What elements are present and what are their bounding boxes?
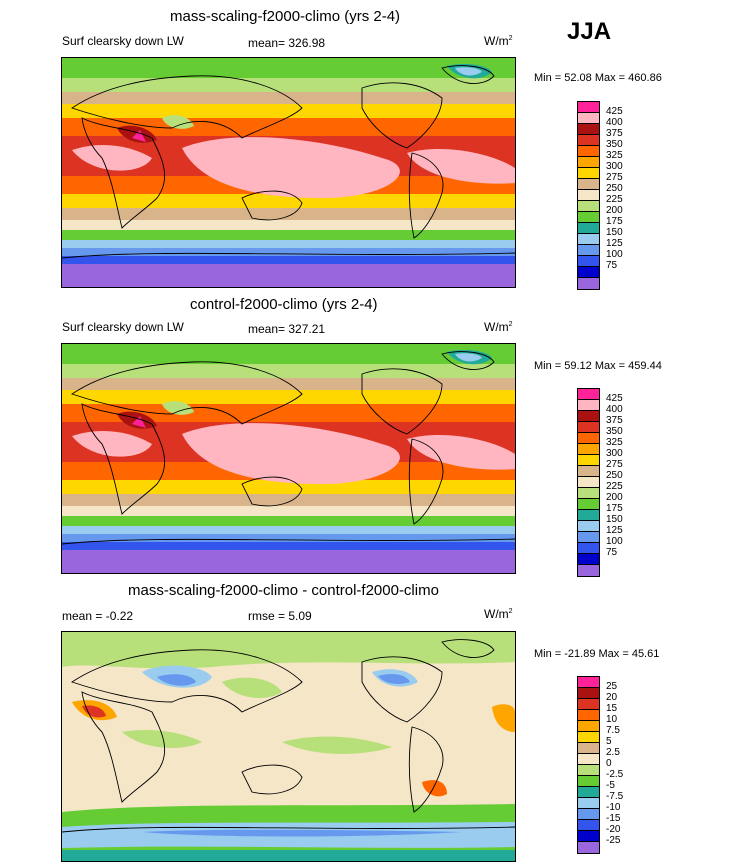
panel1-colorbar-boxes <box>577 101 600 290</box>
panel2-mean: mean= 327.21 <box>248 322 326 336</box>
panel3-colorbar-label: -5 <box>606 780 615 791</box>
panel2-min-max: Min = 59.12 Max = 459.44 <box>534 360 662 372</box>
panel1-colorbar-label: 100 <box>606 249 623 260</box>
panel2-colorbar-label: 100 <box>606 536 623 547</box>
panel3-colorbar-label: 5 <box>606 736 612 747</box>
panel3-min-max: Min = -21.89 Max = 45.61 <box>534 648 660 660</box>
panel1-colorbar-label: 400 <box>606 117 623 128</box>
panel2-colorbar-label: 425 <box>606 393 623 404</box>
panel2-colorbar-label: 125 <box>606 525 623 536</box>
panel3-title: mass-scaling-f2000-climo - control-f2000… <box>128 582 439 599</box>
panel2-colorbar-label: 300 <box>606 448 623 459</box>
panel1-map <box>61 57 516 288</box>
panel1-colorbar-label: 425 <box>606 106 623 117</box>
panel1-colorbar-label: 250 <box>606 183 623 194</box>
panel3-mean: mean = -0.22 <box>62 609 134 623</box>
panel3-colorbar-label: -25 <box>606 835 621 846</box>
panel3-colorbar-label: -15 <box>606 813 621 824</box>
panel1-colorbar-label: 225 <box>606 194 623 205</box>
panel1-colorbar-label: 375 <box>606 128 623 139</box>
panel2-colorbar-label: 275 <box>606 459 623 470</box>
panel1-colorbar-label: 350 <box>606 139 623 150</box>
panel3-colorbar-label: -10 <box>606 802 621 813</box>
panel3-colorbar-label: -2.5 <box>606 769 624 780</box>
panel1-mean: mean= 326.98 <box>248 36 326 50</box>
panel3-colorbar-label: 2.5 <box>606 747 620 758</box>
panel2-title: control-f2000-climo (yrs 2-4) <box>190 296 378 313</box>
panel1-colorbar-label: 325 <box>606 150 623 161</box>
season-label: JJA <box>567 18 612 45</box>
panel1-colorbar-label: 200 <box>606 205 623 216</box>
panel2-units: W/m2 <box>484 320 513 334</box>
panel2-colorbar-label: 375 <box>606 415 623 426</box>
panel3-colorbar-label: 20 <box>606 692 618 703</box>
panel2-map <box>61 343 516 574</box>
panel2-colorbar-label: 150 <box>606 514 623 525</box>
panel2-colorbar-boxes <box>577 388 600 577</box>
panel3-colorbar-label: -20 <box>606 824 621 835</box>
panel2-colorbar-label: 350 <box>606 426 623 437</box>
panel3-units: W/m2 <box>484 607 513 621</box>
panel3-colorbar-label: 7.5 <box>606 725 620 736</box>
panel3-colorbar-label: -7.5 <box>606 791 624 802</box>
panel2-colorbar-label: 250 <box>606 470 623 481</box>
panel3-colorbar-label: 15 <box>606 703 618 714</box>
panel2-colorbar-label: 225 <box>606 481 623 492</box>
panel3-colorbar-label: 10 <box>606 714 618 725</box>
panel1-colorbar-label: 275 <box>606 172 623 183</box>
panel2-colorbar-label: 200 <box>606 492 623 503</box>
panel1-colorbar-label: 300 <box>606 161 623 172</box>
panel1-title: mass-scaling-f2000-climo (yrs 2-4) <box>170 8 401 25</box>
panel3-colorbar-boxes <box>577 676 600 854</box>
panel3-colorbar-label: 25 <box>606 681 618 692</box>
panel1-colorbar-label: 150 <box>606 227 623 238</box>
panel3-colorbar-label: 0 <box>606 758 612 769</box>
panel3-map <box>61 631 516 862</box>
panel3-rmse: rmse = 5.09 <box>248 609 312 623</box>
panel1-colorbar-label: 75 <box>606 260 618 271</box>
panel2-colorbar-label: 75 <box>606 547 618 558</box>
panel2-colorbar-label: 400 <box>606 404 623 415</box>
panel2-colorbar-label: 175 <box>606 503 623 514</box>
panel1-variable: Surf clearsky down LW <box>62 34 184 48</box>
panel1-colorbar-label: 125 <box>606 238 623 249</box>
panel1-min-max: Min = 52.08 Max = 460.86 <box>534 72 662 84</box>
panel2-variable: Surf clearsky down LW <box>62 320 184 334</box>
panel1-units: W/m2 <box>484 34 513 48</box>
panel2-colorbar-label: 325 <box>606 437 623 448</box>
panel1-colorbar-label: 175 <box>606 216 623 227</box>
